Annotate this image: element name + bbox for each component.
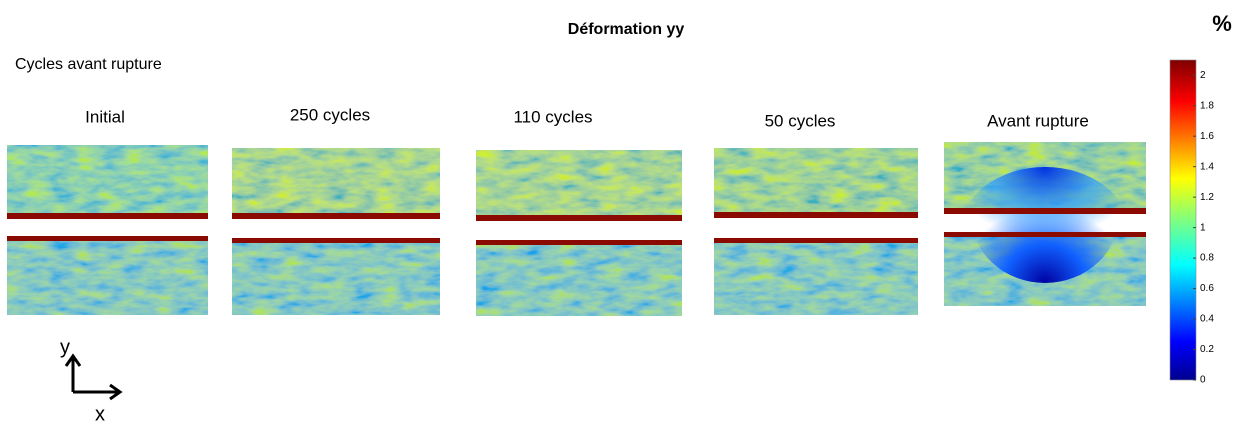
map-texture bbox=[714, 148, 918, 217]
panel-label: 250 cycles bbox=[290, 105, 370, 124]
crack-edge bbox=[7, 213, 208, 219]
colorbar-tick-label: 0.2 bbox=[1200, 344, 1214, 355]
strain-map bbox=[714, 148, 918, 315]
colorbar-tick-label: 1.8 bbox=[1200, 100, 1214, 111]
colorbar-tick-label: 0.4 bbox=[1200, 314, 1214, 325]
colorbar-ticks: 0 0.2 0.4 0.6 0.8 1 1.2 1.4 1.6 1.8 2 bbox=[1193, 70, 1214, 386]
map-texture bbox=[232, 148, 440, 218]
panel-label: 110 cycles bbox=[513, 107, 592, 126]
strain-map bbox=[7, 145, 208, 315]
strain-map bbox=[232, 148, 440, 315]
unit: % bbox=[1212, 11, 1232, 36]
strain-map bbox=[944, 142, 1146, 306]
colorbar-tick-label: 0.8 bbox=[1200, 253, 1214, 264]
colorbar-tick-label: 1.4 bbox=[1200, 161, 1214, 172]
crack-edge bbox=[714, 238, 918, 243]
map-texture bbox=[7, 236, 208, 315]
axes-icon bbox=[64, 353, 123, 401]
map-texture bbox=[232, 238, 440, 315]
panel-label: Initial bbox=[85, 107, 125, 126]
colorbar-tick-label: 2 bbox=[1200, 70, 1206, 81]
colorbar bbox=[1169, 59, 1197, 381]
map-texture bbox=[476, 150, 682, 220]
strain-map bbox=[476, 150, 682, 316]
panel-label: 50 cycles bbox=[765, 111, 836, 130]
colorbar-tick-label: 1.2 bbox=[1200, 192, 1214, 203]
map-texture bbox=[7, 145, 208, 218]
crack-edge bbox=[944, 208, 1146, 214]
colorbar-tick-label: 1.6 bbox=[1200, 131, 1214, 142]
crack-edge bbox=[232, 238, 440, 243]
crack-edge bbox=[476, 240, 682, 245]
panel-label: Avant rupture bbox=[987, 111, 1089, 130]
crack-edge bbox=[944, 232, 1146, 237]
crack-edge bbox=[714, 212, 918, 218]
colorbar-tick-label: 0 bbox=[1200, 375, 1206, 386]
axis-y-label: y bbox=[60, 336, 70, 358]
panels: Initial 250 cycles 110 cycles 50 cycles Avan… bbox=[7, 105, 1146, 316]
map-texture bbox=[714, 238, 918, 315]
subtitle: Cycles avant rupture bbox=[15, 56, 162, 73]
crack-edge bbox=[232, 213, 440, 219]
crack-edge bbox=[476, 215, 682, 221]
colorbar-tick-label: 1 bbox=[1200, 222, 1206, 233]
axis-x-label: x bbox=[95, 403, 105, 424]
crack-edge bbox=[7, 236, 208, 241]
title: Déformation yy bbox=[568, 21, 685, 38]
map-texture bbox=[476, 240, 682, 316]
colorbar-tick-label: 0.6 bbox=[1200, 283, 1214, 294]
